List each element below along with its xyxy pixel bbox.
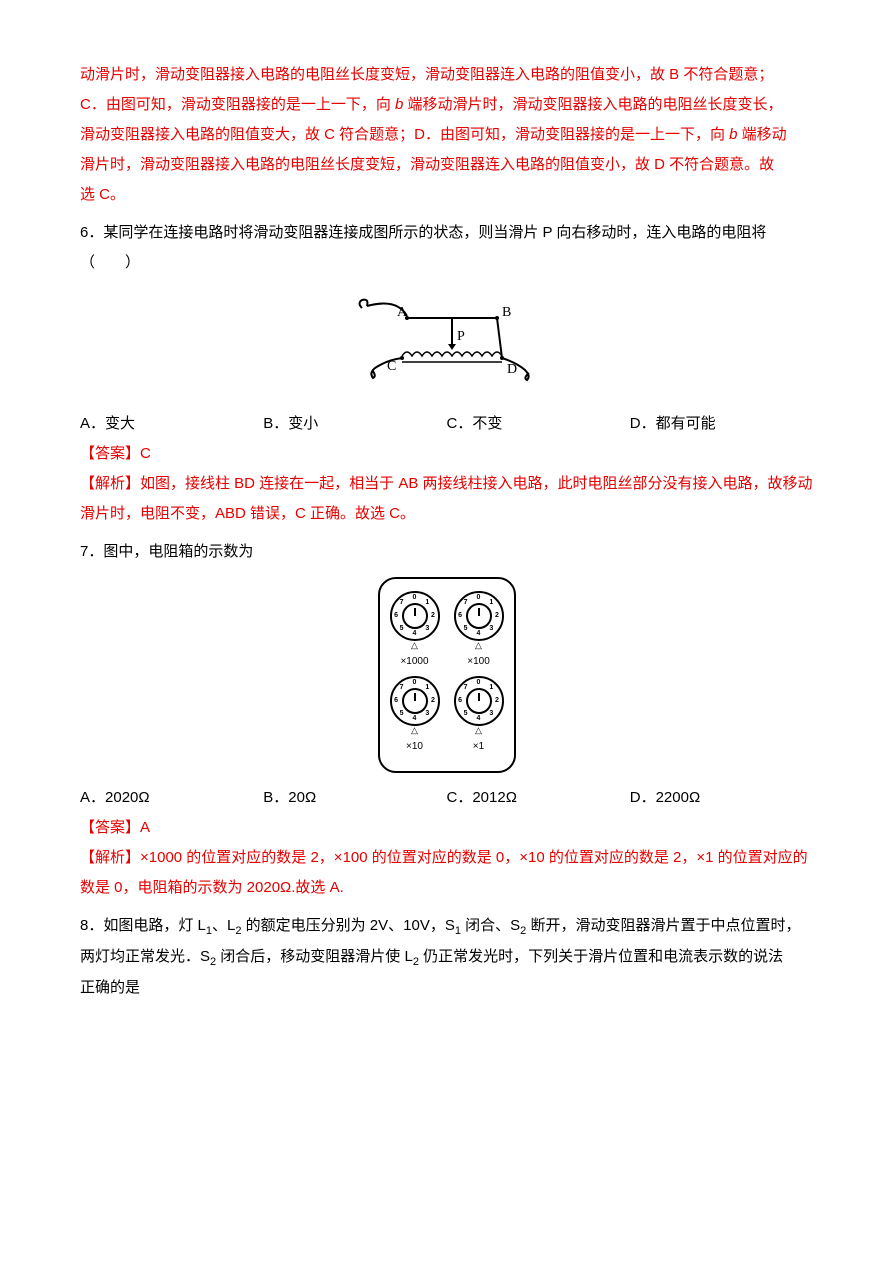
q7-options: A．2020Ω B．20Ω C．2012Ω D．2200Ω <box>80 783 813 813</box>
q5-explain-cont: 动滑片时，滑动变阻器接入电路的电阻丝长度变短，滑动变阻器连入电路的阻值变小，故 … <box>80 60 813 210</box>
q8-b: 、L <box>212 917 235 934</box>
label-100: ×100 <box>454 652 504 672</box>
q8-e: 断开，滑动变阻器滑片置于中点位置时， <box>526 917 800 934</box>
q6-opt-B: B．变小 <box>263 409 446 439</box>
q6-label-A: A <box>397 305 408 320</box>
q6-label-P: P <box>457 329 465 344</box>
q6-opt-D: D．都有可能 <box>630 409 813 439</box>
q8-l2c: 仍正常发光时，下列关于滑片位置和电流表示数的说法 <box>419 948 783 965</box>
q5-l3b: b <box>729 126 737 143</box>
label-1: ×1 <box>454 737 504 757</box>
q7-figure: 0 1 2 3 4 5 6 7 △ ×1000 0 1 2 3 <box>80 577 813 773</box>
q8-l3: 正确的是 <box>80 979 140 996</box>
q8-l2a: 两灯均正常发光．S <box>80 948 210 965</box>
q7-stem: 7．图中，电阻箱的示数为 <box>80 537 813 567</box>
q5-l2c: 端移动滑片时，滑动变阻器接入电路的电阻丝长度变长， <box>403 96 782 113</box>
q6-label-B: B <box>502 305 511 320</box>
q7-opt-C: C．2012Ω <box>447 783 630 813</box>
q5-l5: 选 C。 <box>80 186 125 203</box>
q5-l4: 滑片时，滑动变阻器接入电路的电阻丝长度变短，滑动变阻器连入电路的阻值变小，故 D… <box>80 156 774 173</box>
q7-opt-D: D．2200Ω <box>630 783 813 813</box>
q7-answer: 【答案】A <box>80 813 813 843</box>
q8-l2b: 闭合后，移动变阻器滑片使 L <box>216 948 413 965</box>
q7-opt-B: B．20Ω <box>263 783 446 813</box>
dial-1: 0 1 2 3 4 5 6 7 <box>454 676 504 726</box>
q6-opt-C: C．不变 <box>447 409 630 439</box>
q5-l1: 动滑片时，滑动变阻器接入电路的电阻丝长度变短，滑动变阻器连入电路的阻值变小，故 … <box>80 66 773 83</box>
q7-explain: 【解析】×1000 的位置对应的数是 2，×100 的位置对应的数是 0，×10… <box>80 843 813 903</box>
label-1000: ×1000 <box>390 652 440 672</box>
q6-options: A．变大 B．变小 C．不变 D．都有可能 <box>80 409 813 439</box>
q5-l3c: 端移动 <box>738 126 787 143</box>
q5-l2a: C．由图可知，滑动变阻器接的是一上一下，向 <box>80 96 395 113</box>
q6-explain: 【解析】如图，接线柱 BD 连接在一起，相当于 AB 两接线柱接入电路，此时电阻… <box>80 469 813 529</box>
q6-figure: A B P C D <box>80 288 813 399</box>
q8-c: 的额定电压分别为 2V、10V，S <box>241 917 454 934</box>
q6-stem: 6．某同学在连接电路时将滑动变阻器连接成图所示的状态，则当滑片 P 向右移动时，… <box>80 218 813 278</box>
q6-answer: 【答案】C <box>80 439 813 469</box>
dial-1000: 0 1 2 3 4 5 6 7 <box>390 591 440 641</box>
dial-10: 0 1 2 3 4 5 6 7 <box>390 676 440 726</box>
label-10: ×10 <box>390 737 440 757</box>
dial-100: 0 1 2 3 4 5 6 7 <box>454 591 504 641</box>
q7-opt-A: A．2020Ω <box>80 783 263 813</box>
q8-a: 8．如图电路，灯 L <box>80 917 206 934</box>
q8-stem: 8．如图电路，灯 L1、L2 的额定电压分别为 2V、10V，S1 闭合、S2 … <box>80 911 813 1003</box>
q6-opt-A: A．变大 <box>80 409 263 439</box>
q5-l3a: 滑动变阻器接入电路的阻值变大，故 C 符合题意；D．由图可知，滑动变阻器接的是一… <box>80 126 729 143</box>
q8-d: 闭合、S <box>461 917 520 934</box>
